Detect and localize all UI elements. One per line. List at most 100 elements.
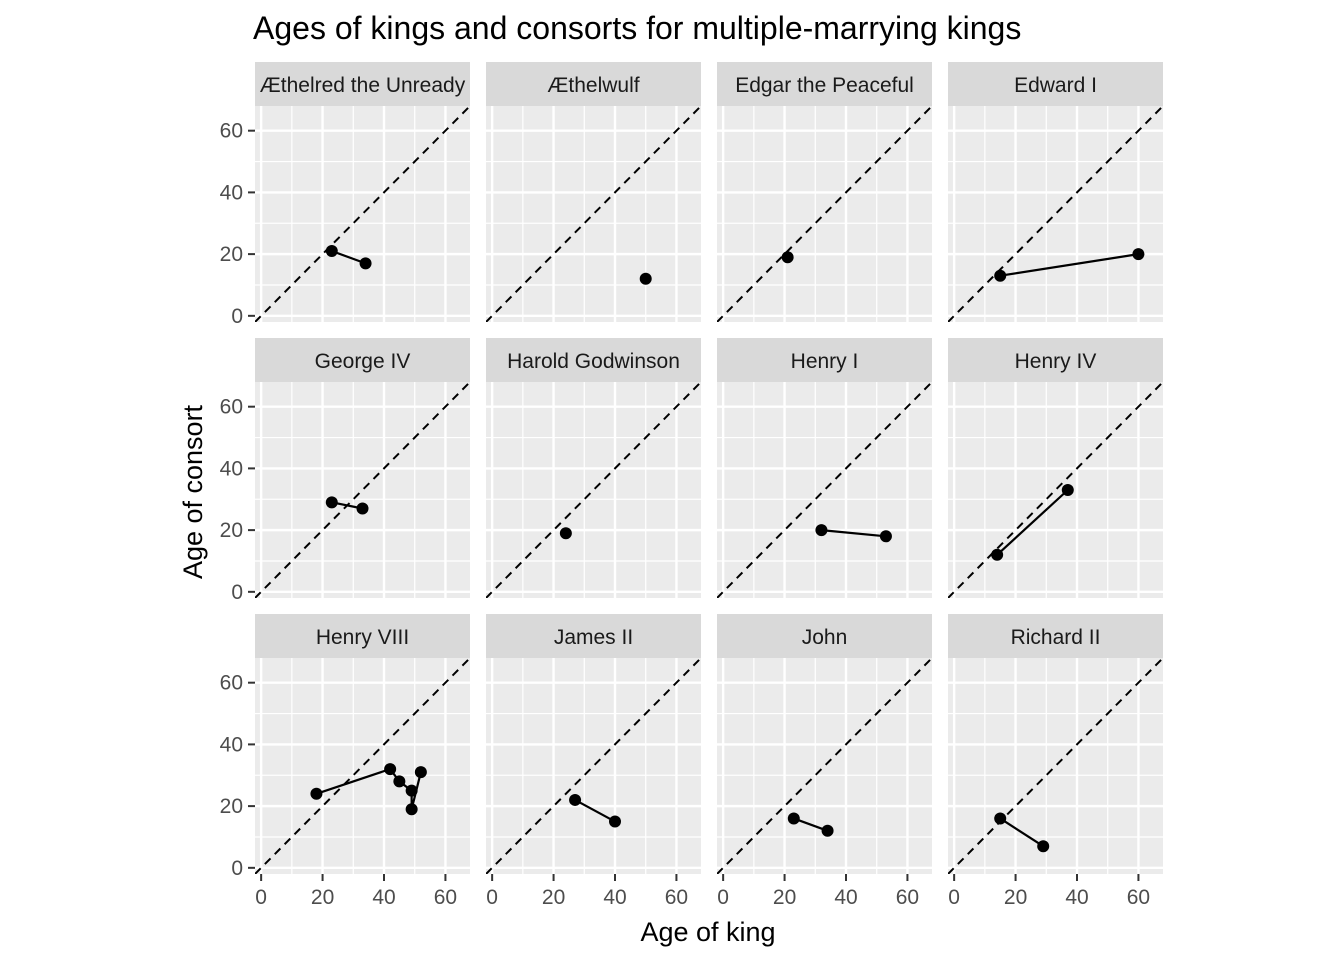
- y-tick-label: 0: [231, 581, 243, 604]
- x-tick-label: 20: [1004, 886, 1027, 909]
- data-point: [781, 251, 794, 264]
- data-point: [639, 272, 652, 285]
- data-point: [405, 784, 418, 797]
- facet-strip: [486, 338, 701, 382]
- facet-panel-harold-godwinson: Harold Godwinson: [486, 338, 701, 598]
- reference-line-identity: [717, 106, 932, 322]
- reference-line-identity: [717, 658, 932, 874]
- y-axis-title: Age of consort: [178, 404, 208, 579]
- chart-title: Ages of kings and consorts for multiple-…: [253, 10, 1021, 46]
- x-tick-label: 0: [486, 886, 498, 909]
- y-tick-label: 40: [220, 181, 243, 204]
- data-point: [1132, 248, 1145, 261]
- x-axis-title: Age of king: [640, 917, 775, 947]
- facet-strip: [948, 62, 1163, 106]
- data-point: [356, 502, 369, 515]
- facet-strip: [948, 614, 1163, 658]
- reference-line-identity: [948, 658, 1163, 874]
- series-line: [574, 798, 616, 823]
- data-point: [879, 530, 892, 543]
- facet-panel-edgar-the-peaceful: Edgar the Peaceful: [717, 62, 932, 322]
- data-point: [1061, 484, 1074, 496]
- y-tick-label: 20: [220, 243, 243, 266]
- series-line: [821, 529, 887, 538]
- x-tick-label: 40: [1065, 886, 1088, 909]
- y-tick-label: 60: [220, 672, 243, 695]
- y-tick-label: 20: [220, 795, 243, 818]
- facet-strip-label: Richard II: [1011, 626, 1101, 649]
- x-tick-label: 20: [773, 886, 796, 909]
- facet-panel-henry-i: Henry I: [717, 338, 932, 598]
- facet-strip: [717, 62, 932, 106]
- data-point: [359, 257, 372, 270]
- y-tick-label: 0: [231, 857, 243, 880]
- facet-strip-label: John: [802, 626, 848, 649]
- facet-panel-henry-iv: Henry IV: [948, 338, 1163, 598]
- facet-strip-label: James II: [554, 626, 633, 649]
- facet-panel-thelwulf: Æthelwulf: [486, 62, 701, 322]
- facet-strip-label: Æthelred the Unready: [260, 74, 466, 97]
- reference-line-identity: [486, 106, 701, 322]
- facet-strip-label: Harold Godwinson: [507, 350, 680, 373]
- facet-strip-label: Henry IV: [1015, 350, 1097, 373]
- x-tick-label: 20: [542, 886, 565, 909]
- x-tick-label: 40: [603, 886, 626, 909]
- reference-line-identity: [717, 382, 932, 598]
- data-point: [994, 812, 1007, 825]
- x-tick-label: 60: [896, 886, 919, 909]
- data-point: [821, 824, 834, 837]
- facet-panels: Æthelred the Unready 0 20 40 60 Æthelwulf Edga…: [220, 62, 1163, 909]
- data-point: [325, 496, 338, 509]
- series-line: [996, 489, 1069, 556]
- data-point: [310, 787, 323, 800]
- facet-panel-edward-i: Edward I: [948, 62, 1163, 322]
- data-point: [405, 803, 418, 816]
- y-tick-label: 40: [220, 733, 243, 756]
- x-tick-label: 60: [1127, 886, 1150, 909]
- data-point: [384, 763, 397, 776]
- x-tick-label: 40: [834, 886, 857, 909]
- reference-line-identity: [948, 382, 1163, 598]
- facet-strip-label: George IV: [315, 350, 411, 373]
- facet-panel-james-ii: James II 0 20 40 60: [486, 614, 701, 909]
- reference-line-identity: [486, 658, 701, 874]
- x-tick-label: 60: [434, 886, 457, 909]
- y-tick-label: 40: [220, 457, 243, 480]
- facet-strip: [486, 62, 701, 106]
- data-point: [994, 269, 1007, 282]
- reference-line-identity: [948, 106, 1163, 322]
- facet-strip-label: Henry VIII: [316, 626, 409, 649]
- facet-strip: [948, 338, 1163, 382]
- series-line: [999, 817, 1044, 848]
- x-tick-label: 0: [255, 886, 267, 909]
- data-point: [815, 524, 828, 537]
- facet-panel-richard-ii: Richard II 0 20 40 60: [948, 614, 1163, 909]
- data-point: [393, 775, 406, 788]
- series-line: [316, 767, 422, 810]
- data-point: [991, 548, 1004, 561]
- facet-strip: [255, 62, 470, 106]
- facet-strip-label: Edward I: [1014, 74, 1097, 97]
- data-point: [1037, 840, 1050, 853]
- data-point: [559, 527, 572, 540]
- y-tick-label: 20: [220, 519, 243, 542]
- facet-strip: [717, 614, 932, 658]
- data-point: [414, 766, 427, 779]
- facet-panel-george-iv: George IV 0 20 40 60: [220, 338, 470, 604]
- facet-strip-label: Edgar the Peaceful: [735, 74, 914, 97]
- reference-line-identity: [255, 382, 470, 598]
- facet-strip: [486, 614, 701, 658]
- y-tick-label: 60: [220, 120, 243, 143]
- facet-strip-label: Henry I: [791, 350, 859, 373]
- data-point: [609, 815, 621, 828]
- y-tick-label: 0: [231, 305, 243, 328]
- facet-strip: [255, 338, 470, 382]
- data-point: [787, 812, 800, 825]
- data-point: [569, 793, 582, 806]
- y-tick-label: 60: [220, 396, 243, 419]
- facet-strip-label: Æthelwulf: [547, 74, 639, 97]
- facet-strip: [717, 338, 932, 382]
- reference-line-identity: [486, 382, 701, 598]
- facet-panel-john: John 0 20 40 60: [717, 614, 932, 909]
